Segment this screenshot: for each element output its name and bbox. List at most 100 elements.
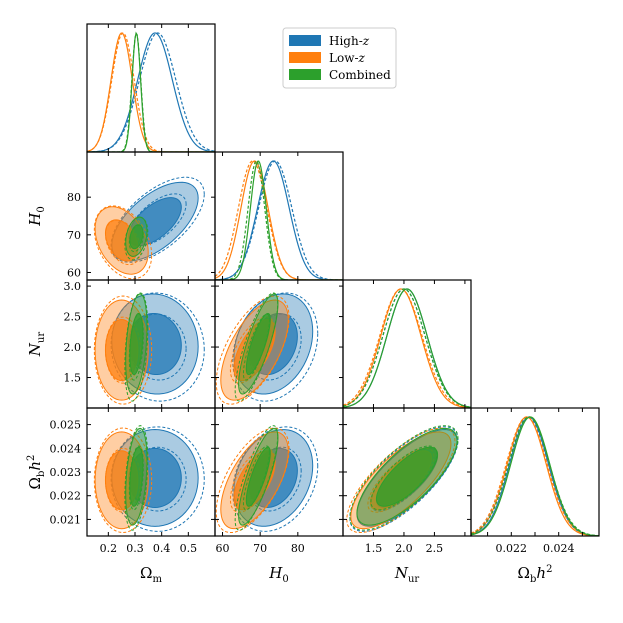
- contour-95-dashed-low-z: [215, 427, 290, 534]
- contour-68-combined: [245, 446, 271, 507]
- y-tick-label-H0: 60: [67, 266, 81, 279]
- x-tick-label-H0: 80: [291, 542, 305, 555]
- contour-68-dashed-combined: [242, 313, 270, 381]
- panel-Nur-vs-H0: [215, 292, 319, 405]
- contour-95-dashed-low-z: [93, 205, 153, 280]
- contour-95-dashed-combined: [124, 292, 149, 402]
- x-axis-label-Om: Ωm: [140, 564, 162, 585]
- contour-95-dashed-low-z: [93, 427, 153, 534]
- legend-label: Combined: [329, 68, 391, 82]
- y-tick-label-Obh2: 0.022: [50, 490, 82, 503]
- contour-68-dashed-combined: [128, 313, 144, 381]
- contour-68-combined: [129, 224, 144, 250]
- x-tick-label-Om: 0.3: [126, 542, 144, 555]
- x-tick-label-Om: 0.2: [100, 542, 118, 555]
- panel-Obh2-vs-Nur: [346, 425, 459, 534]
- marginal-curve-high-z: [87, 32, 215, 152]
- marginal-Nur: [343, 288, 471, 408]
- marginal-curve-dashed-combined: [471, 416, 599, 536]
- contour-95-dashed-high-z: [110, 292, 205, 402]
- marginal-curve-low-z: [215, 160, 343, 280]
- y-axis-label-H0: H0: [26, 206, 47, 226]
- legend: High-z Low-z Combined: [282, 27, 397, 89]
- contour-68-dashed-high-z: [128, 193, 187, 247]
- x-tick-label-Om: 0.4: [153, 542, 171, 555]
- marginal-curve-combined: [215, 160, 343, 280]
- marginal-curve-dashed-low-z: [471, 416, 599, 536]
- marginal-curve-low-z: [87, 32, 215, 152]
- x-tick-label-Nur: 1.5: [365, 542, 383, 555]
- x-axis-label-Obh2: Ωbh2: [518, 564, 553, 585]
- marginal-curve-dashed-combined: [343, 288, 471, 408]
- contour-68-dashed-high-z: [128, 446, 187, 512]
- marginal-curve-high-z: [471, 416, 599, 536]
- marginal-curve-dashed-high-z: [87, 32, 215, 152]
- marginal-H0: [215, 160, 343, 280]
- contour-95-dashed-low-z: [215, 295, 290, 405]
- marginal-curve-combined: [87, 31, 215, 152]
- marginal-curve-high-z: [215, 160, 343, 280]
- y-tick-label-Nur: 2.0: [64, 341, 82, 354]
- y-tick-label-Obh2: 0.025: [50, 419, 82, 432]
- marginal-curve-combined: [471, 416, 599, 536]
- panel-frame: [214, 151, 344, 281]
- legend-swatch: [289, 69, 321, 80]
- contour-95-dashed-combined: [234, 425, 279, 531]
- panel-frame: [86, 23, 216, 153]
- marginal-curve-dashed-low-z: [87, 32, 215, 152]
- panel-Obh2-vs-Om: [93, 425, 205, 534]
- axes-layer: 60 70 80 1.5 2.0 2.5 3.0 0.021 0.022 0.023 0.024 0.…: [26, 23, 600, 585]
- legend-label: Low-z: [329, 51, 366, 65]
- contour-68-dashed-combined: [370, 445, 438, 511]
- contour-68-dashed-combined: [128, 225, 144, 253]
- panel-H0-vs-Om: [93, 176, 205, 280]
- y-tick-label-Nur: 2.5: [64, 311, 82, 324]
- marginal-curve-dashed-high-z: [215, 160, 343, 280]
- marginal-curve-low-z: [471, 416, 599, 536]
- y-tick-label-Obh2: 0.023: [50, 466, 82, 479]
- marginal-curve-dashed-combined: [87, 31, 215, 152]
- marginal-curve-combined: [343, 288, 471, 408]
- y-tick-label-Obh2: 0.024: [50, 442, 82, 455]
- legend-label: High-z: [329, 34, 370, 48]
- y-tick-label-H0: 80: [67, 191, 81, 204]
- y-axis-label-Nur: Nur: [26, 332, 47, 358]
- marginal-curve-low-z: [343, 288, 471, 408]
- contour-95-dashed-high-z: [232, 426, 319, 532]
- x-tick-label-Nur: 2.5: [426, 542, 444, 555]
- y-tick-label-H0: 70: [67, 229, 81, 242]
- panel-Nur-vs-Om: [93, 292, 205, 405]
- x-tick-label-Om: 0.5: [180, 542, 198, 555]
- contour-68-dashed-low-z: [104, 219, 142, 266]
- x-tick-label-Obh2: 0.022: [496, 542, 528, 555]
- legend-swatch: [289, 35, 321, 46]
- contour-95-dashed-combined: [124, 216, 149, 261]
- x-tick-label-Nur: 2.0: [395, 542, 413, 555]
- contour-68-dashed-combined: [128, 445, 144, 511]
- y-tick-label-Obh2: 0.021: [50, 513, 82, 526]
- marginal-curve-dashed-high-z: [471, 416, 599, 536]
- x-axis-label-Nur: Nur: [394, 564, 420, 585]
- panel-Obh2-vs-H0: [215, 425, 319, 534]
- contour-68-dashed-combined: [242, 445, 270, 511]
- panels-layer: [87, 31, 599, 536]
- contour-95-dashed-combined: [124, 425, 149, 531]
- x-axis-label-H0: H0: [268, 564, 288, 585]
- contour-95-dashed-high-z: [232, 292, 319, 402]
- marginal-Obh2: [471, 416, 599, 536]
- legend-swatch: [289, 52, 321, 63]
- contour-95-dashed-combined: [349, 425, 459, 531]
- contour-68-dashed-low-z: [104, 316, 142, 384]
- y-axis-label-Obh2: Ωbh2: [26, 455, 47, 490]
- y-tick-label-Nur: 3.0: [64, 280, 82, 293]
- marginal-curve-dashed-low-z: [215, 160, 343, 280]
- marginal-curve-dashed-combined: [215, 160, 343, 280]
- marginal-Om: [87, 31, 215, 152]
- y-tick-label-Nur: 1.5: [64, 372, 82, 385]
- x-tick-label-H0: 70: [253, 542, 267, 555]
- contour-95-dashed-combined: [234, 292, 279, 402]
- x-tick-label-H0: 60: [216, 542, 230, 555]
- x-tick-label-Obh2: 0.024: [543, 542, 575, 555]
- marginal-curve-dashed-low-z: [343, 288, 471, 408]
